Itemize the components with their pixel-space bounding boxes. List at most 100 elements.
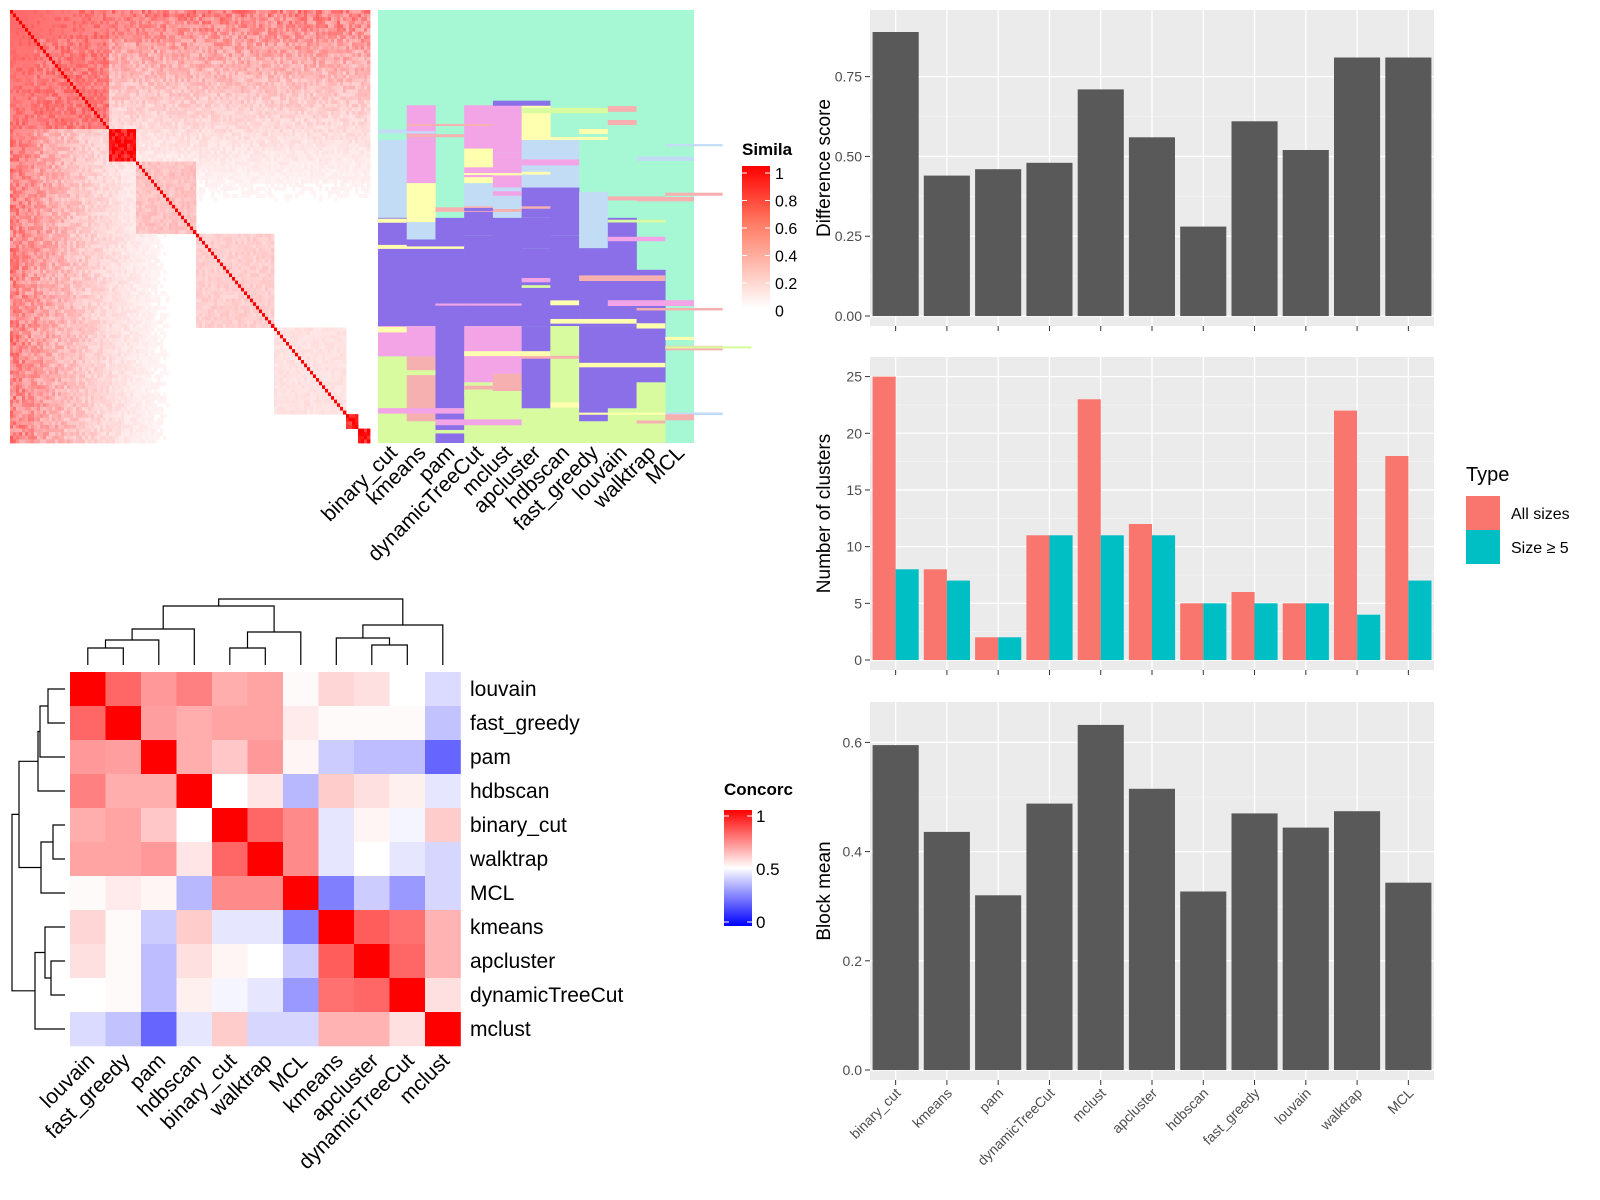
similarity-cell: [43, 107, 47, 112]
similarity-cell: [85, 103, 89, 108]
similarity-cell: [310, 121, 314, 126]
similarity-cell: [190, 96, 194, 101]
similarity-cell: [268, 71, 272, 76]
similarity-cell: [211, 20, 215, 25]
similarity-cell: [52, 10, 56, 15]
similarity-cell: [178, 154, 182, 159]
similarity-cell: [244, 107, 248, 112]
similarity-cell: [262, 31, 266, 36]
similarity-cell: [112, 49, 116, 54]
similarity-cell: [217, 20, 221, 25]
similarity-cell: [241, 103, 245, 108]
similarity-cell: [232, 42, 236, 47]
similarity-cell: [70, 56, 74, 61]
similarity-cell: [265, 118, 269, 123]
similarity-cell: [61, 154, 65, 159]
similarity-cell: [127, 107, 131, 112]
similarity-cell: [82, 92, 86, 97]
similarity-cell: [220, 24, 224, 29]
similarity-cell: [163, 154, 167, 159]
similarity-cell: [121, 10, 125, 15]
similarity-cell: [91, 118, 95, 123]
similarity-cell: [91, 78, 95, 83]
similarity-cell: [13, 35, 17, 40]
similarity-cell: [160, 13, 164, 18]
similarity-cell: [271, 132, 275, 137]
similarity-cell: [295, 85, 299, 90]
similarity-cell: [10, 13, 14, 18]
similarity-cell: [130, 118, 134, 123]
similarity-cell: [76, 118, 80, 123]
similarity-cell: [286, 85, 290, 90]
similarity-cell: [163, 13, 167, 18]
similarity-cell: [298, 82, 302, 87]
similarity-cell: [97, 118, 101, 123]
similarity-cell: [88, 35, 92, 40]
similarity-cell: [271, 111, 275, 116]
similarity-cell: [124, 103, 128, 108]
similarity-cell: [25, 56, 29, 61]
similarity-cell: [256, 100, 260, 105]
similarity-cell: [244, 35, 248, 40]
similarity-cell: [100, 139, 104, 144]
similarity-cell: [310, 89, 314, 94]
similarity-cell: [262, 67, 266, 72]
similarity-cell: [34, 118, 38, 123]
similarity-cell: [331, 82, 335, 87]
similarity-cell: [361, 74, 365, 79]
similarity-cell: [277, 154, 281, 159]
similarity-cell: [244, 111, 248, 116]
similarity-cell: [121, 100, 125, 105]
similarity-cell: [268, 139, 272, 144]
similarity-cell: [280, 121, 284, 126]
similarity-cell: [331, 154, 335, 159]
similarity-cell: [169, 71, 173, 76]
similarity-cell: [13, 64, 17, 69]
similarity-cell: [322, 53, 326, 58]
similarity-cell: [199, 78, 203, 83]
similarity-cell: [34, 129, 38, 134]
similarity-cell: [193, 28, 197, 33]
similarity-cell: [271, 114, 275, 119]
similarity-cell: [205, 157, 209, 162]
similarity-cell: [190, 53, 194, 58]
similarity-cell: [61, 143, 65, 148]
similarity-cell: [352, 56, 356, 61]
similarity-cell: [181, 85, 185, 90]
similarity-cell: [151, 129, 155, 134]
similarity-cell: [103, 10, 107, 15]
similarity-cell: [70, 17, 74, 22]
similarity-cell: [49, 129, 53, 134]
similarity-cell: [25, 125, 29, 130]
similarity-cell: [82, 49, 86, 54]
similarity-cell: [322, 147, 326, 152]
similarity-cell: [61, 42, 65, 47]
similarity-cell: [319, 114, 323, 119]
similarity-cell: [358, 24, 362, 29]
similarity-cell: [364, 100, 368, 105]
similarity-cell: [115, 121, 119, 126]
similarity-cell: [13, 129, 17, 134]
similarity-cell: [199, 147, 203, 152]
similarity-cell: [223, 42, 227, 47]
similarity-cell: [124, 17, 128, 22]
similarity-cell: [97, 89, 101, 94]
similarity-cell: [94, 125, 98, 130]
similarity-cell: [361, 56, 365, 61]
similarity-cell: [16, 147, 20, 152]
similarity-cell: [151, 107, 155, 112]
similarity-cell: [160, 129, 164, 134]
similarity-cell: [37, 103, 41, 108]
similarity-cell: [214, 17, 218, 22]
similarity-cell: [127, 17, 131, 22]
similarity-cell: [118, 78, 122, 83]
similarity-cell: [151, 154, 155, 159]
similarity-cell: [253, 28, 257, 33]
similarity-cell: [127, 150, 131, 155]
similarity-cell: [268, 38, 272, 43]
similarity-cell: [184, 31, 188, 36]
similarity-cell: [268, 89, 272, 94]
similarity-cell: [307, 17, 311, 22]
similarity-cell: [340, 96, 344, 101]
similarity-cell: [49, 17, 53, 22]
